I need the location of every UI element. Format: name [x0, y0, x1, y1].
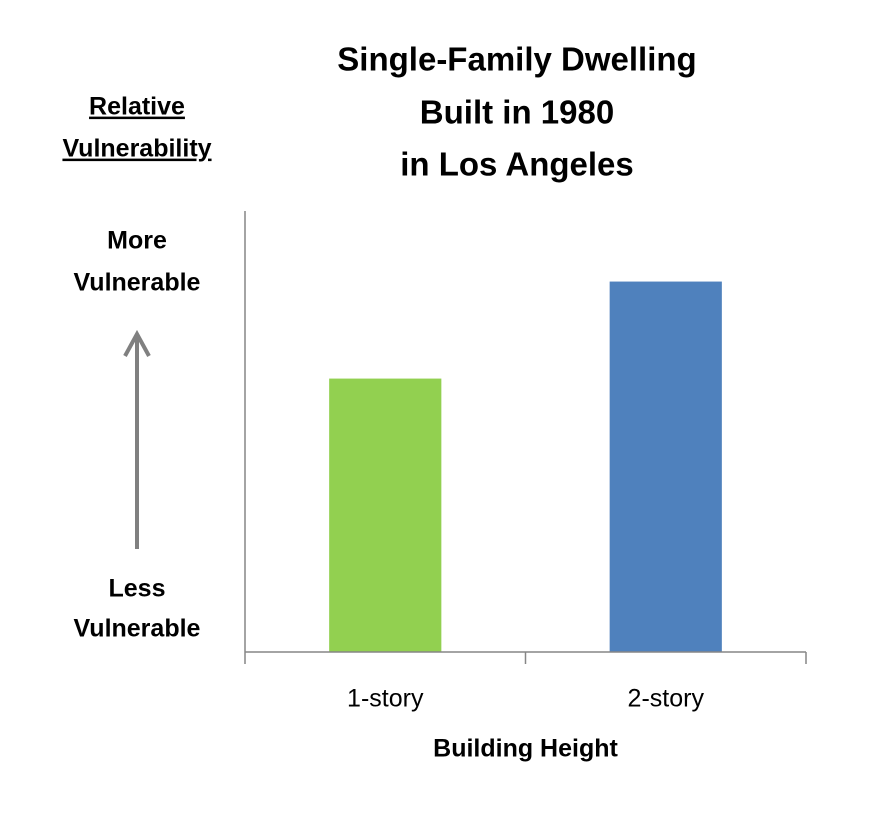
y-axis-label: Vulnerability [62, 135, 211, 163]
bar [329, 378, 442, 652]
chart-title: Single-Family Dwelling [337, 41, 696, 78]
annotation: More [107, 227, 167, 255]
arrow-head [123, 329, 151, 357]
annotation: Less [109, 575, 166, 603]
y-axis-label: Relative [89, 93, 185, 121]
annotation: Vulnerable [74, 269, 201, 297]
x-tick-label: 2-story [628, 685, 705, 713]
chart-title: in Los Angeles [400, 146, 633, 183]
x-tick-label: 1-story [347, 685, 424, 713]
x-axis-label: Building Height [433, 735, 618, 763]
bar [609, 281, 722, 652]
chart-title: Built in 1980 [420, 94, 614, 131]
annotation: Vulnerable [74, 615, 201, 643]
